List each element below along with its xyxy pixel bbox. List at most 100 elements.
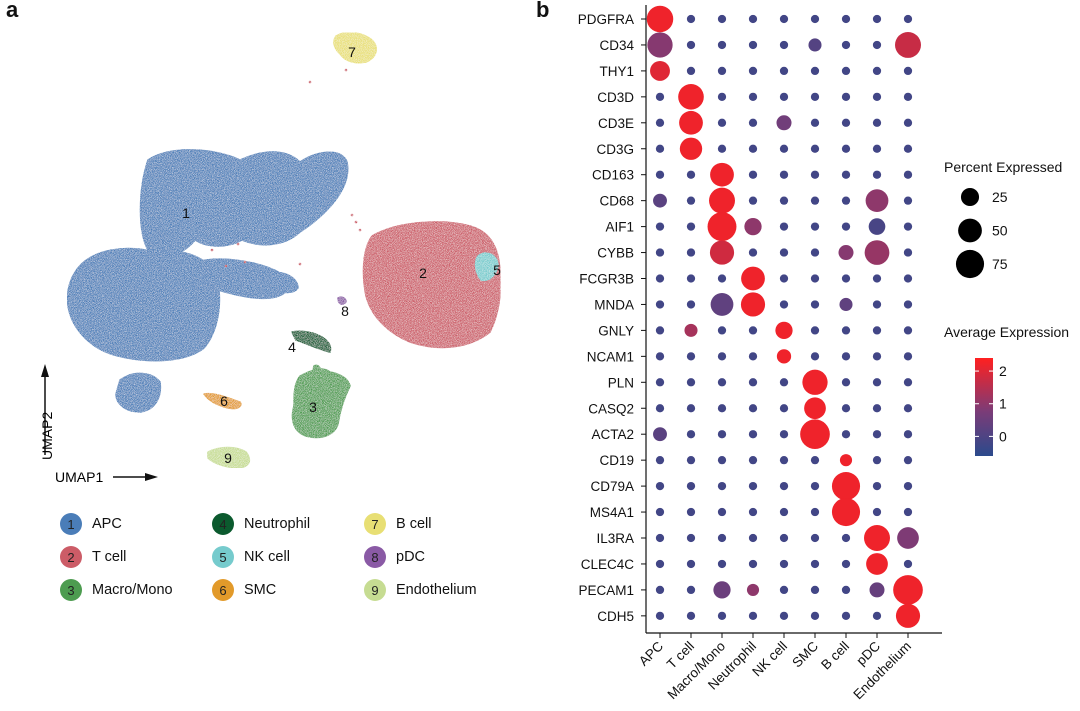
dot bbox=[872, 92, 882, 101]
umap-cluster-number: 6 bbox=[220, 393, 228, 409]
dot bbox=[903, 14, 913, 24]
dot bbox=[709, 240, 735, 265]
dot bbox=[710, 293, 734, 316]
gene-label: CD68 bbox=[599, 194, 634, 209]
dot bbox=[872, 456, 882, 465]
dot bbox=[709, 187, 735, 214]
dot bbox=[779, 248, 789, 257]
umap-cluster-number: 5 bbox=[493, 262, 501, 278]
dot bbox=[841, 378, 851, 387]
dot bbox=[779, 170, 789, 179]
dot bbox=[841, 430, 851, 439]
legend-item: 1 APC bbox=[60, 512, 122, 536]
legend-swatch: 2 bbox=[60, 546, 82, 568]
legend-item: 9 Endothelium bbox=[364, 578, 477, 602]
dot bbox=[655, 404, 665, 413]
dot bbox=[779, 196, 789, 205]
dot bbox=[686, 456, 696, 465]
cluster-region-apc bbox=[66, 247, 221, 362]
dot bbox=[748, 404, 758, 413]
dot bbox=[868, 218, 886, 235]
dot bbox=[748, 92, 758, 101]
dot bbox=[748, 40, 758, 50]
dot bbox=[655, 326, 665, 335]
dot bbox=[841, 585, 851, 595]
dot bbox=[678, 84, 704, 110]
dot bbox=[647, 32, 673, 58]
cluster-region-macro-mono bbox=[312, 364, 322, 376]
cell-type-label: B cell bbox=[818, 639, 852, 673]
dot bbox=[841, 352, 851, 361]
gene-label: PLN bbox=[608, 375, 634, 390]
dot bbox=[872, 274, 882, 283]
legend-swatch: 4 bbox=[212, 513, 234, 535]
panel-a-label: a bbox=[6, 0, 19, 22]
dot bbox=[686, 248, 696, 257]
umap-plot: 1 2 3 4 5 6 7 8 9 UMAP1 UMAP2 bbox=[39, 31, 502, 485]
dot bbox=[686, 66, 696, 76]
dot bbox=[779, 481, 789, 491]
dot bbox=[646, 5, 674, 33]
dot bbox=[866, 553, 888, 575]
dot bbox=[903, 430, 913, 439]
dot bbox=[655, 222, 665, 231]
legend-label: APC bbox=[92, 516, 122, 532]
cluster-region-pdc bbox=[337, 296, 347, 305]
dot bbox=[779, 430, 789, 439]
gene-label: CD19 bbox=[599, 453, 634, 468]
dot bbox=[779, 456, 789, 465]
dot bbox=[686, 611, 696, 620]
dot bbox=[810, 352, 820, 361]
gene-label: AIF1 bbox=[605, 220, 634, 235]
gene-label: PECAM1 bbox=[578, 583, 634, 598]
panel-b-label: b bbox=[536, 0, 550, 22]
dot bbox=[903, 274, 913, 283]
dot bbox=[895, 31, 921, 58]
dot bbox=[779, 611, 789, 620]
gene-label: CD3D bbox=[597, 90, 634, 105]
gene-label: GNLY bbox=[598, 323, 634, 338]
dot bbox=[903, 170, 913, 179]
dot bbox=[740, 292, 766, 317]
dot bbox=[841, 170, 851, 179]
dot bbox=[903, 456, 913, 465]
dot bbox=[903, 66, 913, 76]
dot bbox=[779, 533, 789, 543]
gene-label: FCGR3B bbox=[579, 272, 634, 287]
dot bbox=[810, 533, 820, 543]
dot bbox=[655, 559, 665, 569]
cluster-region-apc bbox=[115, 372, 162, 413]
cluster-speck bbox=[344, 68, 348, 72]
legend-item: 8 pDC bbox=[364, 545, 425, 569]
dot bbox=[686, 404, 696, 413]
dot bbox=[679, 110, 703, 135]
dot bbox=[903, 144, 913, 153]
cluster-speck bbox=[358, 228, 362, 232]
dot bbox=[686, 378, 696, 387]
gene-label: CD79A bbox=[590, 479, 634, 494]
dot bbox=[748, 481, 758, 491]
dot bbox=[893, 575, 923, 605]
cluster-region-macro-mono bbox=[291, 368, 351, 439]
dot bbox=[717, 533, 727, 543]
gene-label: CD163 bbox=[592, 168, 634, 183]
dot bbox=[650, 60, 670, 81]
dot bbox=[872, 507, 882, 517]
gene-label: NCAM1 bbox=[587, 349, 634, 364]
umap2-label: UMAP2 bbox=[39, 412, 55, 460]
dot bbox=[686, 222, 696, 231]
gene-label: THY1 bbox=[599, 64, 634, 79]
cluster-legend: 1 APC 2 T cell 3 Macro/Mono 4 Neutrophil 5 NK cel… bbox=[60, 512, 520, 612]
dot bbox=[831, 497, 861, 527]
dot bbox=[810, 248, 820, 257]
dot bbox=[779, 404, 789, 413]
dot bbox=[841, 222, 851, 231]
dot bbox=[903, 196, 913, 205]
dot bbox=[748, 533, 758, 543]
dot bbox=[776, 349, 792, 364]
dot bbox=[717, 66, 727, 76]
dot bbox=[872, 118, 882, 127]
gene-label: ACTA2 bbox=[591, 427, 634, 442]
dot bbox=[903, 481, 913, 491]
